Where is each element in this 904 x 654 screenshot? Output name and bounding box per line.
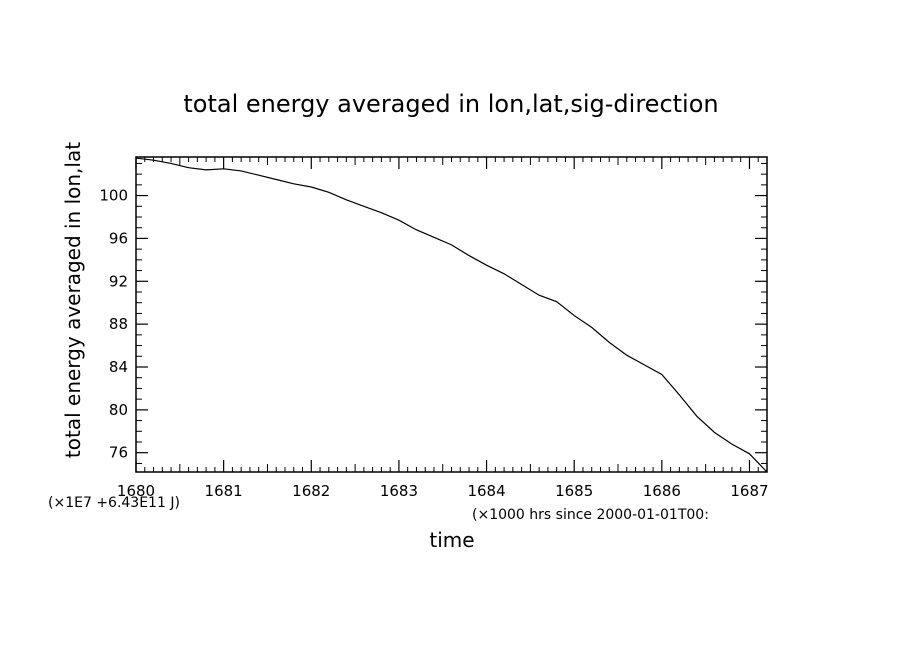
x-tick-label: 1684 [467,482,505,500]
x-axis-unit-note: (×1000 hrs since 2000-01-01T00: [472,507,709,523]
y-tick-label: 76 [109,444,128,462]
x-tick-label: 1681 [205,482,243,500]
series-line-total-energy [135,157,768,473]
y-tick-label: 92 [109,272,128,290]
y-tick-label: 96 [109,229,128,247]
x-tick-label: 1682 [292,482,330,500]
x-tick-label: 1683 [380,482,418,500]
x-axis-label: time [429,528,474,552]
y-tick-label: 84 [109,358,128,376]
x-tick-label: 1680 [117,482,155,500]
y-axis-label: total energy averaged in lon,lat [61,142,85,458]
y-axis-label-group: total energy averaged in lon,lat [61,142,85,458]
plot-frame [135,156,768,473]
x-tick-label: 1687 [730,482,768,500]
y-tick-label: 88 [109,315,128,333]
x-tick-label: 1686 [643,482,681,500]
y-axis-ticks: 76 80 84 88 92 96 100 [99,162,767,464]
x-axis-ticks: 1680 1681 1682 1683 1684 1685 1686 1687 [117,157,769,500]
y-axis-scale-note: (×1E7 +6.43E11 J) [48,495,180,511]
y-tick-label: 100 [99,187,128,205]
x-tick-label: 1685 [555,482,593,500]
chart-title: total energy averaged in lon,lat,sig-dir… [183,90,718,118]
y-tick-label: 80 [109,401,128,419]
